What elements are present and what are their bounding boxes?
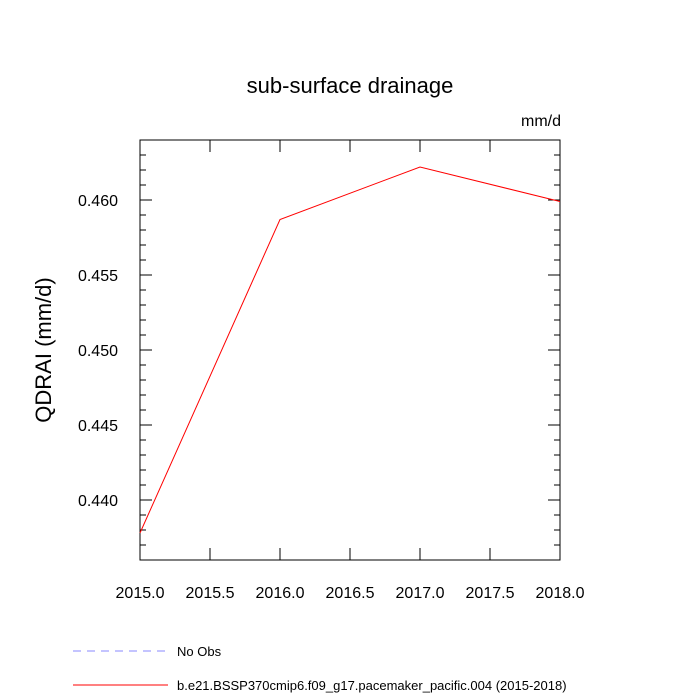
units-label: mm/d [521,113,561,130]
x-tick-label: 2015.5 [186,585,235,602]
series-layer [139,166,561,534]
y-tick-label: 0.440 [78,493,118,510]
x-tick-label: 2018.0 [536,585,585,602]
y-tick-label: 0.445 [78,418,118,435]
x-tick-label: 2017.0 [396,585,445,602]
y-axis-ticks: 0.440 0.445 0.450 0.455 0.460 [78,139,560,561]
plot-frame [139,139,561,561]
y-tick-label: 0.460 [78,193,118,210]
y-axis-label: QDRAI (mm/d) [31,277,56,422]
y-tick-label: 0.455 [78,268,118,285]
x-tick-label: 2016.0 [256,585,305,602]
x-axis-ticks: 2015.0 2015.5 2016.0 2016.5 2017.0 2017.5 2018… [116,140,585,602]
x-tick-label: 2016.5 [326,585,375,602]
series-line [139,166,561,534]
legend: No Obs b.e21.BSSP370cmip6.f09_g17.pacemak… [73,644,567,693]
x-tick-label: 2017.5 [466,585,515,602]
y-tick-label: 0.450 [78,343,118,360]
x-tick-label: 2015.0 [116,585,165,602]
chart-title: sub-surface drainage [247,73,454,98]
legend-label: b.e21.BSSP370cmip6.f09_g17.pacemaker_pac… [177,678,567,693]
legend-label: No Obs [177,644,222,659]
